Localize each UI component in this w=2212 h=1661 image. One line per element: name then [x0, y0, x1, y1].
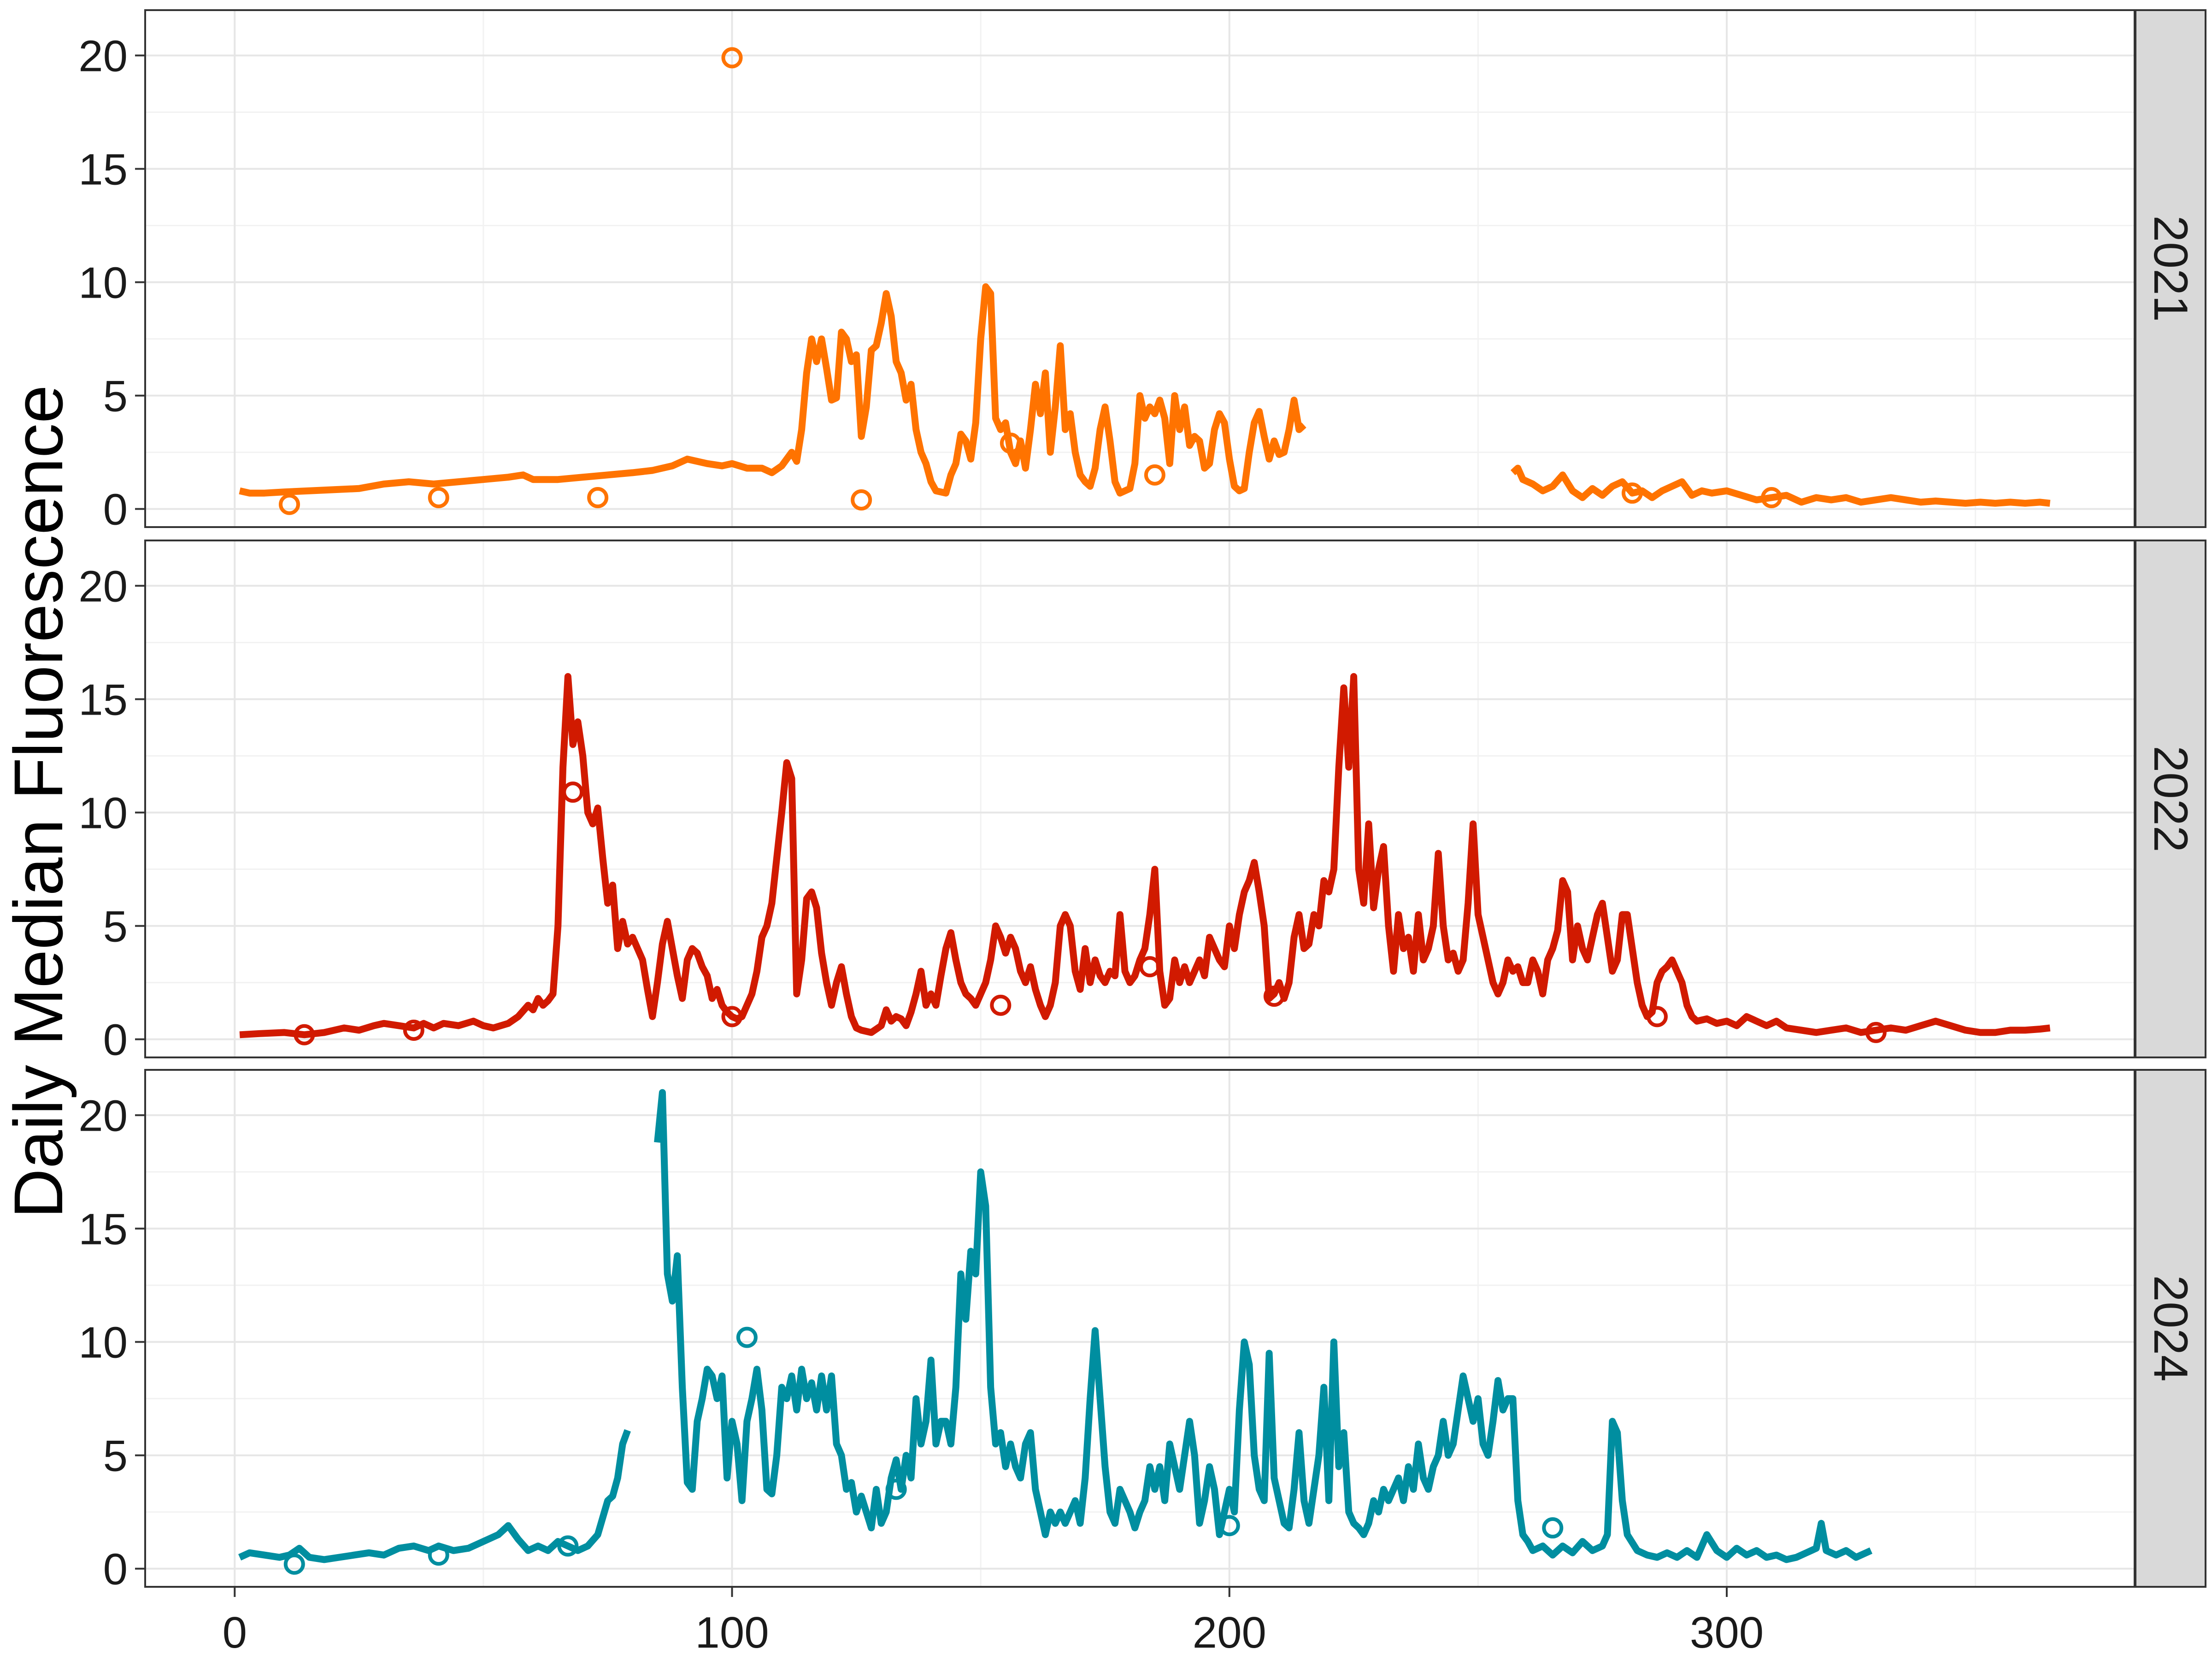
facet-strip-2022: [2135, 540, 2206, 1058]
series-line-2021: [1510, 464, 2051, 507]
data-point-2024: [1218, 1515, 1240, 1537]
y-tick-label: 10: [78, 258, 128, 308]
x-tick-label: 300: [1690, 1608, 1764, 1657]
data-point-2022: [1646, 1006, 1668, 1027]
panel-2021: 0 5 10 15 20 2021: [78, 9, 2206, 534]
data-point-2024: [736, 1326, 758, 1348]
data-point-2024: [283, 1553, 305, 1575]
y-tick-label: 15: [78, 1204, 128, 1254]
facet-strip-label: 2022: [2144, 745, 2197, 852]
data-point-2024: [557, 1535, 579, 1557]
facet-strip-label: 2021: [2144, 215, 2197, 322]
y-tick-label: 20: [78, 1091, 128, 1140]
y-tick-label: 10: [78, 1318, 128, 1368]
data-point-2022: [562, 781, 584, 803]
data-point-2024: [885, 1479, 907, 1500]
data-point-2021: [1000, 432, 1021, 454]
series-line-2022: [239, 673, 2051, 1039]
y-tick-label: 5: [103, 902, 128, 951]
panel-background: [145, 540, 2135, 1057]
data-point-2021: [428, 487, 449, 509]
data-point-2021: [1621, 482, 1643, 504]
x-tick-label: 200: [1193, 1608, 1266, 1657]
y-tick-label: 10: [78, 789, 128, 838]
panels-layer: 0 5 10 15 20 2021 0 5 10 15 20 2022 0 5 10 15 20 2024: [78, 9, 2206, 1594]
y-tick-label: 15: [78, 675, 128, 724]
x-tick-label: 100: [695, 1608, 769, 1657]
y-tick-label: 5: [103, 372, 128, 421]
series-line-2024: [654, 1089, 1873, 1563]
data-point-2021: [278, 493, 300, 515]
data-point-2022: [721, 1006, 743, 1027]
panel-background: [145, 1070, 2135, 1587]
data-point-2022: [403, 1019, 424, 1041]
panel-background: [145, 10, 2135, 527]
data-point-2022: [990, 994, 1012, 1016]
data-point-2022: [1139, 956, 1161, 978]
data-point-2022: [1263, 986, 1285, 1007]
y-tick-label: 0: [103, 1015, 128, 1065]
data-point-2021: [1761, 487, 1783, 509]
y-axis-title: Daily Median Fluorescence: [0, 385, 77, 1218]
y-tick-label: 5: [103, 1432, 128, 1481]
panel-2024: 0 5 10 15 20 2024: [78, 1069, 2206, 1594]
data-point-2022: [1865, 1021, 1887, 1043]
y-tick-label: 20: [78, 31, 128, 81]
facet-strip-2021: [2135, 9, 2206, 528]
y-tick-label: 0: [103, 485, 128, 534]
y-tick-label: 15: [78, 145, 128, 194]
x-axis: 0 100 200 300: [223, 1587, 1764, 1657]
x-tick-label: 0: [223, 1608, 247, 1657]
data-point-2024: [1542, 1517, 1564, 1539]
data-point-2021: [1144, 464, 1165, 486]
series-line-2021: [239, 283, 1306, 497]
data-point-2021: [851, 489, 872, 511]
panel-2022: 0 5 10 15 20 2022: [78, 540, 2206, 1065]
facet-strip-label: 2024: [2144, 1275, 2197, 1381]
y-tick-label: 20: [78, 562, 128, 611]
series-line-2024: [238, 1429, 631, 1563]
facet-strip-2024: [2135, 1069, 2206, 1588]
data-point-2024: [428, 1544, 449, 1566]
data-point-2021: [587, 487, 609, 509]
data-point-2021: [721, 47, 743, 69]
data-point-2022: [294, 1024, 315, 1045]
y-tick-label: 0: [103, 1545, 128, 1594]
